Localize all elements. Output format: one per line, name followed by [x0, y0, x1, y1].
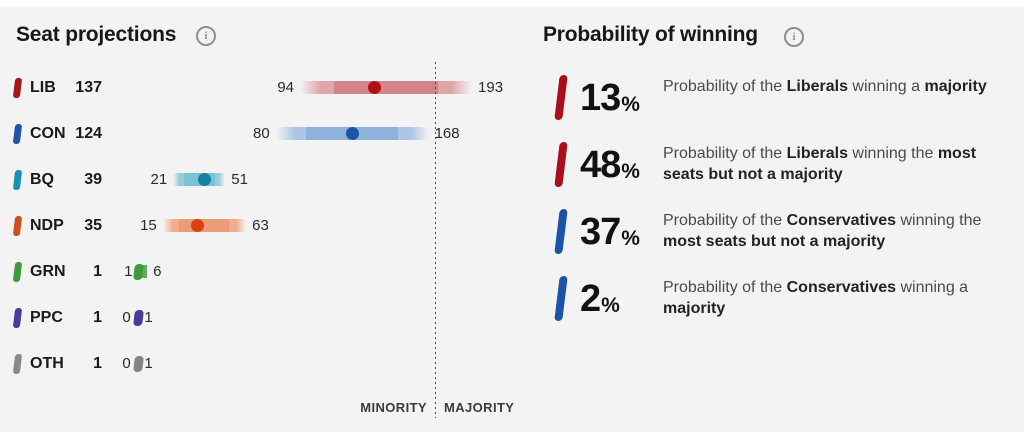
range-high-label: 1 [144, 309, 153, 326]
range-high-label: 63 [252, 217, 269, 234]
projection-range-bar [300, 81, 472, 94]
range-low-label: 80 [253, 125, 270, 142]
percent-sign: % [621, 160, 640, 183]
party-seat-count: 137 [75, 79, 102, 96]
range-low-label: 15 [140, 217, 157, 234]
party-code: LIB [30, 79, 56, 96]
info-icon-seat-projections[interactable]: i [196, 26, 216, 46]
range-high-label: 6 [153, 263, 162, 280]
probability-value: 13% [580, 75, 640, 121]
range-high-label: 168 [434, 125, 460, 142]
party-seat-count: 124 [75, 125, 102, 142]
probability-item: 2% Probability of the Conservatives winni… [0, 276, 1024, 338]
percent-sign: % [621, 227, 640, 250]
party-seat-count: 1 [93, 263, 102, 280]
party-seat-count: 35 [84, 217, 102, 234]
probability-description: Probability of the Liberals winning the … [663, 145, 977, 183]
majority-threshold-line [435, 62, 436, 418]
party-code: OTH [30, 355, 64, 372]
confidence-band [179, 219, 230, 232]
probability-accent-bar [554, 276, 568, 321]
probability-value: 48% [580, 142, 640, 188]
projection-range-bar [162, 219, 247, 232]
probability-description: Probability of the Conservatives winning… [663, 212, 982, 250]
percent-sign: % [601, 294, 620, 317]
projection-dot [345, 127, 359, 140]
probability-of-winning-title: Probability of winning [543, 23, 758, 46]
range-high-label: 193 [478, 79, 504, 96]
party-seat-count: 39 [84, 171, 102, 188]
percent-sign: % [621, 93, 640, 116]
minority-label: MINORITY [360, 400, 427, 415]
projection-dot [197, 173, 211, 186]
party-seat-count: 1 [93, 309, 102, 326]
probability-accent-bar [554, 142, 568, 187]
party-row-ndp: NDP 35 15 63 [0, 203, 540, 249]
party-code: CON [30, 125, 66, 142]
majority-label: MAJORITY [444, 400, 515, 415]
confidence-band [334, 81, 438, 94]
party-row-lib: LIB 137 94 193 [0, 65, 540, 111]
probability-accent-bar [554, 75, 568, 120]
party-seat-count: 1 [93, 355, 102, 372]
party-code: PPC [30, 309, 63, 326]
projection-dot [368, 81, 382, 94]
probability-accent-bar [554, 209, 568, 254]
probability-description: Probability of the Conservatives winning… [663, 279, 969, 317]
range-low-label: 94 [277, 79, 294, 96]
range-low-label: 21 [150, 171, 168, 188]
probability-value: 37% [580, 209, 640, 255]
top-divider [0, 0, 1024, 7]
probability-item: 37% Probability of the Conservatives winn… [0, 209, 1024, 271]
party-row-bq: BQ 39 21 51 [0, 157, 540, 203]
projection-dot [191, 219, 204, 232]
probability-item: 13% Probability of the Liberals winning a… [0, 75, 1024, 137]
seat-projections-title: Seat projections [16, 23, 177, 46]
party-code: GRN [30, 263, 66, 280]
party-row-ppc: PPC 1 0 1 [0, 295, 540, 341]
party-row-oth: OTH 1 0 1 [0, 341, 540, 387]
party-code: BQ [30, 171, 54, 188]
party-row-grn: GRN 1 1 6 [0, 249, 540, 295]
probability-description: Probability of the Liberals winning a ma… [663, 78, 987, 95]
probability-value: 2% [580, 276, 620, 322]
range-low-label: 0 [122, 355, 131, 372]
range-low-label: 1 [124, 263, 133, 280]
range-high-label: 1 [144, 355, 153, 372]
party-row-con: CON 124 80 168 [0, 111, 540, 157]
probability-item: 48% Probability of the Liberals winning t… [0, 142, 1024, 204]
info-icon-probability[interactable]: i [784, 27, 804, 47]
range-high-label: 51 [231, 171, 248, 188]
range-low-label: 0 [122, 309, 131, 326]
party-code: NDP [30, 217, 64, 234]
